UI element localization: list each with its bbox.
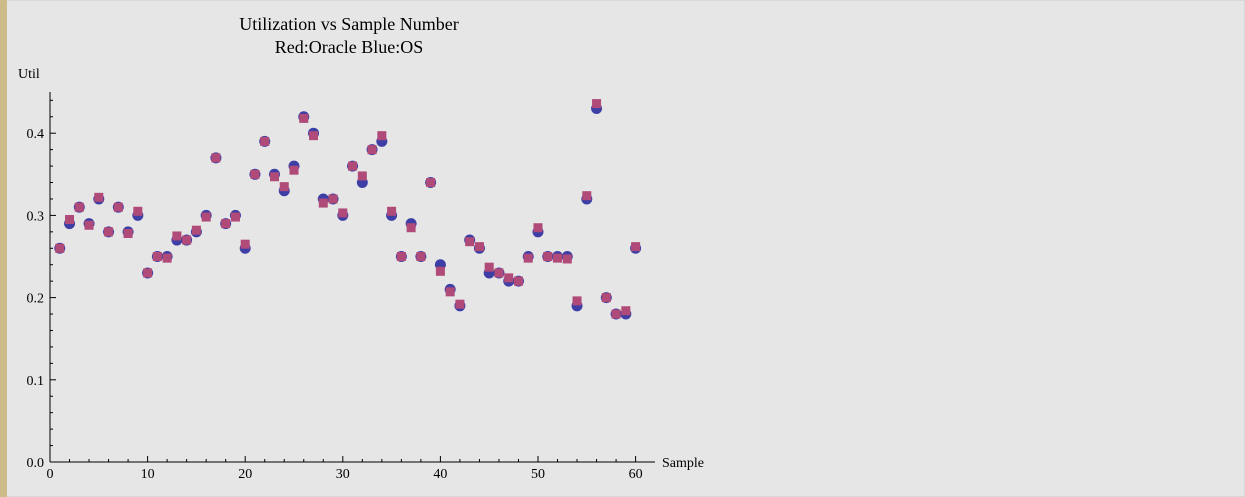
oracle-data-point bbox=[230, 212, 240, 222]
oracle-data-point bbox=[240, 239, 250, 249]
x-ticks: 0 10 20 30 40 50 60 bbox=[47, 456, 643, 482]
oracle-data-point bbox=[357, 171, 367, 181]
oracle-data-point bbox=[611, 309, 621, 319]
x-tick-label: 30 bbox=[336, 467, 350, 482]
oracle-data-point bbox=[601, 293, 611, 303]
oracle-data-point bbox=[553, 253, 563, 263]
oracle-data-point bbox=[162, 253, 172, 263]
oracle-data-point bbox=[592, 99, 602, 109]
oracle-data-point bbox=[348, 161, 358, 171]
oracle-data-point bbox=[474, 242, 484, 252]
x-tick-label: 0 bbox=[47, 467, 54, 482]
x-tick-label: 40 bbox=[433, 467, 447, 482]
oracle-data-point bbox=[299, 113, 309, 123]
y-tick-label: 0.2 bbox=[27, 292, 45, 307]
oracle-data-point bbox=[318, 198, 328, 208]
oracle-data-point bbox=[416, 252, 426, 261]
oracle-data-point bbox=[104, 227, 114, 237]
oracle-data-point bbox=[396, 252, 406, 261]
left-border-bar bbox=[0, 0, 7, 497]
top-border bbox=[7, 0, 1245, 1]
oracle-data-point bbox=[455, 299, 465, 309]
x-axis-label: Sample bbox=[662, 456, 704, 471]
oracle-data-point bbox=[260, 136, 270, 146]
oracle-data-point bbox=[406, 223, 416, 233]
chart-subtitle: Red:Oracle Blue:OS bbox=[275, 37, 423, 57]
oracle-data-point bbox=[279, 182, 289, 192]
y-tick-label: 0.1 bbox=[27, 374, 45, 389]
y-axis-label: Util bbox=[18, 67, 40, 82]
oracle-data-point bbox=[465, 237, 475, 247]
oracle-data-point bbox=[191, 225, 201, 235]
oracle-data-point bbox=[201, 212, 211, 222]
oracle-data-point bbox=[494, 268, 504, 278]
oracle-data-point bbox=[221, 219, 231, 229]
oracle-data-point bbox=[377, 131, 387, 141]
oracle-data-point bbox=[435, 266, 445, 276]
y-tick-label: 0.0 bbox=[27, 456, 45, 471]
oracle-data-point bbox=[74, 202, 84, 212]
oracle-data-point bbox=[289, 165, 299, 175]
y-tick-label: 0.4 bbox=[27, 127, 45, 142]
oracle-data-point bbox=[84, 220, 94, 230]
oracle-data-point bbox=[445, 287, 455, 297]
x-tick-label: 10 bbox=[141, 467, 155, 482]
oracle-data-point bbox=[513, 276, 523, 286]
chart-title: Utilization vs Sample Number bbox=[239, 14, 458, 34]
oracle-data-point bbox=[65, 215, 75, 225]
x-tick-label: 20 bbox=[238, 467, 252, 482]
oracle-data-point bbox=[211, 153, 221, 163]
y-ticks: 0.0 0.1 0.2 0.3 0.4 bbox=[27, 99, 56, 471]
x-tick-label: 50 bbox=[531, 467, 545, 482]
oracle-data-point bbox=[367, 145, 377, 155]
oracle-data-point bbox=[533, 223, 543, 233]
oracle-data-point bbox=[269, 172, 279, 182]
oracle-data-point bbox=[484, 262, 494, 272]
oracle-data-point bbox=[133, 206, 143, 216]
oracle-data-point bbox=[182, 235, 192, 245]
oracle-data-point bbox=[152, 252, 162, 261]
oracle-data-point bbox=[172, 231, 182, 241]
oracle-data-point bbox=[94, 192, 104, 202]
oracle-data-point bbox=[631, 242, 641, 252]
oracle-data-point bbox=[504, 273, 514, 283]
oracle-data-point bbox=[309, 131, 319, 141]
oracle-data-point bbox=[543, 252, 553, 261]
oracle-data-point bbox=[338, 208, 348, 218]
oracle-data-point bbox=[523, 253, 533, 263]
oracle-data-point bbox=[55, 243, 65, 253]
oracle-data-point bbox=[572, 296, 582, 306]
oracle-data-point bbox=[123, 228, 133, 238]
oracle-data-point bbox=[250, 169, 260, 179]
data-points bbox=[54, 99, 642, 320]
oracle-data-point bbox=[113, 202, 123, 212]
oracle-data-point bbox=[387, 206, 397, 216]
oracle-data-point bbox=[582, 191, 592, 201]
y-tick-label: 0.3 bbox=[27, 209, 45, 224]
oracle-data-point bbox=[328, 194, 338, 204]
oracle-data-point bbox=[143, 268, 153, 278]
oracle-data-point bbox=[426, 178, 436, 188]
oracle-data-point bbox=[562, 254, 572, 264]
x-tick-label: 60 bbox=[629, 467, 643, 482]
oracle-data-point bbox=[621, 306, 631, 316]
